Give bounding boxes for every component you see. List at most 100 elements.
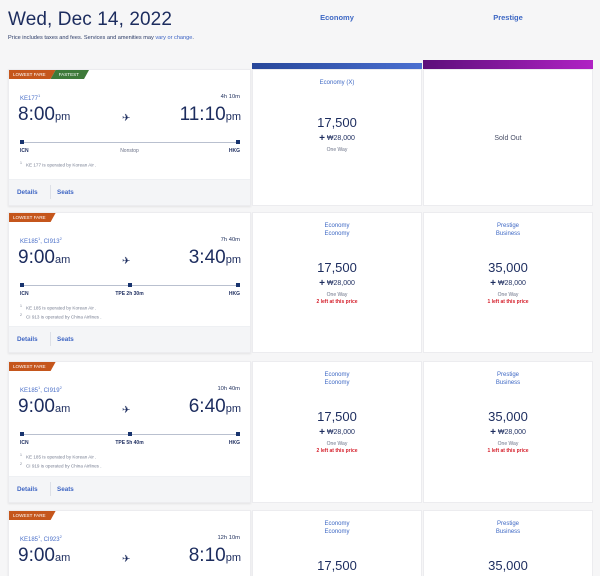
destination-marker bbox=[236, 283, 240, 287]
miles-price: 35,000 bbox=[488, 409, 528, 424]
arrival-clock: 8:10 bbox=[188, 545, 226, 566]
seats-left-warning: 1 left at this price bbox=[487, 299, 529, 305]
seats-left-warning: 1 left at this price bbox=[487, 448, 529, 454]
arrival-clock: 11:10 bbox=[179, 104, 226, 125]
stop-info: Nonstop bbox=[120, 148, 139, 154]
operator-note: 2 CI 913 is operated by China Airlines . bbox=[20, 313, 102, 320]
seats-link[interactable]: Seats bbox=[57, 336, 74, 343]
economy-fare-cell[interactable]: Economy Economy 17,500 bbox=[252, 510, 422, 576]
column-header-economy: Economy bbox=[320, 13, 354, 22]
seats-left-warning: 2 left at this price bbox=[316, 299, 358, 305]
airplane-icon: ✈ bbox=[122, 405, 131, 416]
origin-marker bbox=[20, 283, 24, 287]
flight-number-separator: , bbox=[40, 537, 44, 543]
page-title: Wed, Dec 14, 2022 bbox=[8, 9, 173, 30]
cabin-line: Economy bbox=[324, 372, 350, 378]
trip-type: One Way bbox=[326, 292, 348, 298]
footnote-ref: 2 bbox=[59, 385, 62, 390]
origin-marker bbox=[20, 432, 24, 436]
flight-number[interactable]: CI923 bbox=[43, 537, 60, 543]
flight-number[interactable]: KE177 bbox=[20, 96, 39, 102]
flight-row: Lowest Fare KE1851, CI9232 12h 10m 9:00a… bbox=[8, 510, 593, 576]
details-link[interactable]: Details bbox=[17, 189, 38, 196]
trip-type: One Way bbox=[326, 441, 348, 447]
footnote-ref: 2 bbox=[59, 534, 62, 539]
tax-price: + ₩28,000 bbox=[253, 427, 421, 438]
cabin-line: Economy bbox=[324, 529, 350, 535]
seats-link[interactable]: Seats bbox=[57, 486, 74, 493]
flight-numbers: KE1851, CI9132 bbox=[20, 236, 62, 245]
footnote-number: 2 bbox=[20, 462, 22, 466]
departure-clock: 9:00 bbox=[18, 396, 55, 417]
cabin-line: Economy bbox=[324, 223, 350, 229]
flight-card: Lowest Fare Fastest KE1771 4h 10m 8:00pm … bbox=[8, 69, 251, 206]
cabin-name: Economy (X) bbox=[253, 79, 421, 87]
operator-note: 1 KE 185 is operated by Korean Air . bbox=[20, 453, 96, 460]
destination-airport: HKG bbox=[228, 440, 240, 446]
footer-divider bbox=[50, 482, 51, 496]
departure-time: 8:00pm bbox=[18, 104, 70, 126]
miles-price: 17,500 bbox=[317, 260, 357, 275]
flight-row: Lowest Fare KE1851, CI9132 7h 40m 9:00am… bbox=[8, 212, 593, 353]
details-link[interactable]: Details bbox=[17, 486, 38, 493]
flight-number-separator: , bbox=[40, 239, 44, 245]
arrival-ampm: pm bbox=[225, 403, 241, 415]
footnote-ref: 2 bbox=[59, 236, 62, 241]
departure-ampm: am bbox=[54, 403, 71, 415]
cabin-line: Business bbox=[495, 380, 521, 386]
cabin-name: Prestige Business bbox=[424, 520, 592, 536]
flight-duration: 7h 40m bbox=[220, 237, 240, 243]
seats-left-warning: 2 left at this price bbox=[316, 448, 358, 454]
economy-fare-cell[interactable]: Economy Economy 17,500 + ₩28,000 One Way 2 lef… bbox=[252, 212, 422, 353]
flight-duration: 10h 40m bbox=[217, 386, 240, 392]
prestige-fare-cell[interactable]: Prestige Business 35,000 bbox=[423, 510, 593, 576]
arrival-ampm: pm bbox=[225, 552, 241, 564]
fare-tags: Lowest Fare Fastest bbox=[9, 70, 89, 79]
origin-airport: ICN bbox=[20, 440, 29, 446]
departure-clock: 9:00 bbox=[18, 247, 55, 268]
prestige-fare-cell[interactable]: Prestige Business 35,000 + ₩28,000 One Way 1 l… bbox=[423, 212, 593, 353]
seats-link[interactable]: Seats bbox=[57, 189, 74, 196]
tax-price: + ₩28,000 bbox=[424, 427, 592, 438]
destination-airport: HKG bbox=[228, 291, 240, 297]
flight-number[interactable]: KE185 bbox=[20, 239, 39, 245]
price-disclaimer: Price includes taxes and fees. Services … bbox=[8, 35, 194, 41]
disclaimer-text: Price includes taxes and fees. Services … bbox=[8, 35, 156, 41]
operator-note: 1 KE 185 is operated by Korean Air . bbox=[20, 304, 96, 311]
flight-number[interactable]: KE185 bbox=[20, 388, 39, 394]
footnote-number: 1 bbox=[20, 453, 22, 457]
economy-color-band bbox=[252, 63, 422, 69]
plus-icon: + bbox=[490, 427, 496, 438]
tax-amount: ₩28,000 bbox=[326, 280, 355, 287]
operator-note-text: KE 185 is operated by Korean Air . bbox=[25, 454, 97, 460]
flight-number[interactable]: CI913 bbox=[43, 239, 60, 245]
prestige-fare-cell[interactable]: Prestige Business 35,000 + ₩28,000 One Way 1 l… bbox=[423, 361, 593, 503]
economy-fare-cell[interactable]: Economy (X) 17,500 + ₩28,000 One Way bbox=[252, 69, 422, 206]
operator-note: 1 KE 177 is operated by Korean Air . bbox=[20, 161, 96, 168]
prestige-fare-cell[interactable]: Sold Out bbox=[423, 69, 593, 206]
trip-type: One Way bbox=[497, 292, 519, 298]
cabin-name: Prestige Business bbox=[424, 371, 592, 387]
cabin-line: Economy bbox=[324, 231, 350, 237]
departure-ampm: pm bbox=[54, 111, 71, 123]
operator-note-text: KE 185 is operated by Korean Air . bbox=[25, 305, 97, 311]
cabin-line: Prestige bbox=[496, 223, 519, 229]
footnote-number: 2 bbox=[20, 313, 22, 317]
economy-fare-cell[interactable]: Economy Economy 17,500 + ₩28,000 One Way 2 lef… bbox=[252, 361, 422, 503]
sold-out-label: Sold Out bbox=[494, 135, 522, 142]
flight-number[interactable]: CI919 bbox=[43, 388, 60, 394]
destination-marker bbox=[236, 140, 240, 144]
origin-marker bbox=[20, 140, 24, 144]
card-footer: Details Seats bbox=[9, 326, 250, 352]
details-link[interactable]: Details bbox=[17, 336, 38, 343]
flight-number[interactable]: KE185 bbox=[20, 537, 39, 543]
plus-icon: + bbox=[319, 427, 325, 438]
vary-or-change-link[interactable]: vary or change bbox=[155, 35, 193, 41]
arrival-time: 3:40pm bbox=[189, 247, 241, 269]
operator-note-text: KE 177 is operated by Korean Air . bbox=[25, 162, 97, 168]
flight-numbers: KE1851, CI9192 bbox=[20, 385, 62, 394]
tax-price: + ₩28,000 bbox=[424, 278, 592, 289]
miles-price: 17,500 bbox=[317, 558, 357, 573]
lowest-fare-tag: Lowest Fare bbox=[9, 362, 56, 371]
arrival-time: 8:10pm bbox=[189, 545, 241, 567]
